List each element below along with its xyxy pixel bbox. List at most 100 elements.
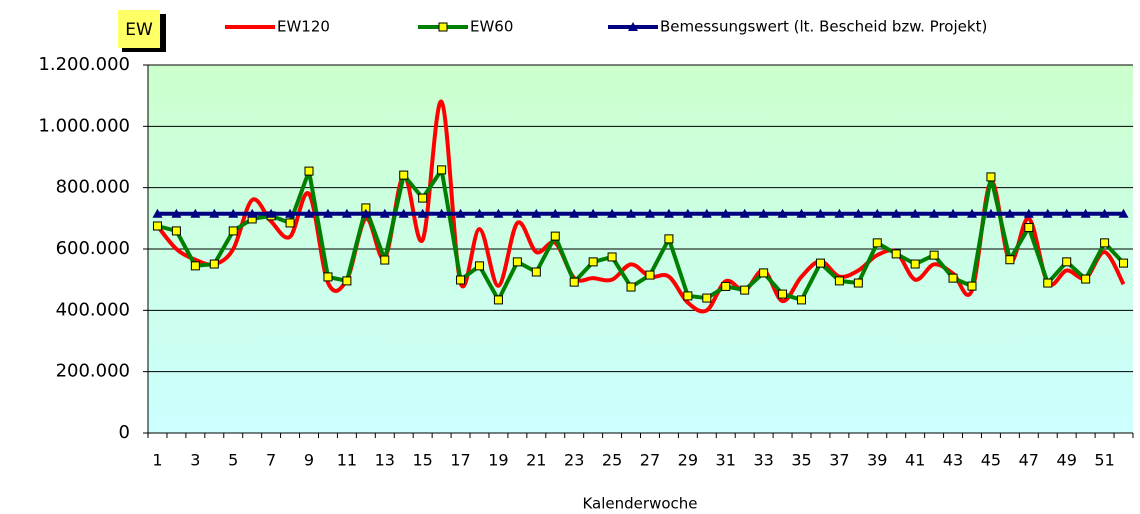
point — [493, 295, 503, 305]
point — [171, 208, 182, 218]
point — [872, 238, 882, 248]
x-tick-label: 15 — [412, 451, 432, 470]
point — [740, 285, 750, 295]
point — [152, 208, 163, 218]
point — [701, 208, 712, 218]
point — [966, 208, 977, 218]
point — [1043, 278, 1053, 288]
y-tick-label: 600.000 — [56, 238, 130, 259]
x-tick-label: 5 — [228, 451, 238, 470]
point — [834, 276, 844, 286]
point — [1119, 258, 1129, 268]
point — [1042, 208, 1053, 218]
point — [929, 208, 940, 218]
x-tick-label: 21 — [526, 451, 546, 470]
point — [417, 208, 428, 218]
x-tick-label: 29 — [678, 451, 698, 470]
point — [891, 208, 902, 218]
point — [796, 208, 807, 218]
x-tick-label: 35 — [791, 451, 811, 470]
point — [1118, 208, 1129, 218]
point — [398, 208, 409, 218]
point — [986, 172, 996, 182]
point — [853, 278, 863, 288]
point — [720, 208, 731, 218]
point — [702, 293, 712, 303]
point — [797, 295, 807, 305]
point — [455, 208, 466, 218]
point — [663, 208, 674, 218]
point — [739, 208, 750, 218]
point — [910, 259, 920, 269]
point — [266, 208, 277, 218]
point — [209, 259, 219, 269]
point — [399, 170, 409, 180]
point — [682, 208, 693, 218]
point — [1023, 208, 1034, 218]
point — [1004, 208, 1015, 218]
x-tick-label: 41 — [905, 451, 925, 470]
point — [758, 208, 769, 218]
x-tick-label: 27 — [640, 451, 660, 470]
point — [550, 208, 561, 218]
legend-label: EW60 — [470, 18, 513, 36]
x-tick-label: 3 — [190, 451, 200, 470]
point — [872, 208, 883, 218]
point — [304, 166, 314, 176]
point — [588, 257, 598, 267]
point — [1061, 208, 1072, 218]
point — [360, 208, 371, 218]
point — [512, 257, 522, 267]
point — [1024, 223, 1034, 233]
point — [190, 208, 201, 218]
point — [644, 208, 655, 218]
point — [493, 208, 504, 218]
legend-label: EW120 — [277, 18, 330, 36]
point — [474, 208, 485, 218]
point — [531, 208, 542, 218]
x-tick-label: 9 — [304, 451, 314, 470]
point — [1005, 255, 1015, 265]
x-tick-label: 23 — [564, 451, 584, 470]
point — [456, 275, 466, 285]
x-axis-label: Kalenderwoche — [582, 495, 697, 513]
y-tick-label: 1.200.000 — [38, 54, 130, 75]
point — [815, 258, 825, 268]
x-tick-label: 45 — [981, 451, 1001, 470]
point — [891, 249, 901, 259]
point — [948, 273, 958, 283]
point — [152, 221, 162, 231]
x-tick-label: 47 — [1019, 451, 1039, 470]
x-tick-label: 25 — [602, 451, 622, 470]
point — [588, 208, 599, 218]
x-tick-label: 43 — [943, 451, 963, 470]
y-label: EW — [125, 20, 153, 40]
x-tick-label: 31 — [716, 451, 736, 470]
y-tick-label: 200.000 — [56, 361, 130, 382]
point — [626, 282, 636, 292]
x-tick-label: 33 — [753, 451, 773, 470]
point — [569, 277, 579, 287]
point — [569, 208, 580, 218]
point — [607, 208, 618, 218]
point — [512, 208, 523, 218]
point — [985, 208, 996, 218]
point — [285, 218, 295, 228]
point — [531, 267, 541, 277]
point — [322, 208, 333, 218]
point — [777, 208, 788, 218]
point — [626, 208, 637, 218]
point — [437, 165, 447, 175]
x-tick-label: 49 — [1057, 451, 1077, 470]
point — [285, 208, 296, 218]
point — [834, 208, 845, 218]
point — [721, 281, 731, 291]
point — [438, 22, 448, 32]
point — [1080, 208, 1091, 218]
point — [474, 261, 484, 271]
point — [815, 208, 826, 218]
point — [380, 255, 390, 265]
x-tick-label: 11 — [337, 451, 357, 470]
x-tick-label: 7 — [266, 451, 276, 470]
point — [171, 226, 181, 236]
